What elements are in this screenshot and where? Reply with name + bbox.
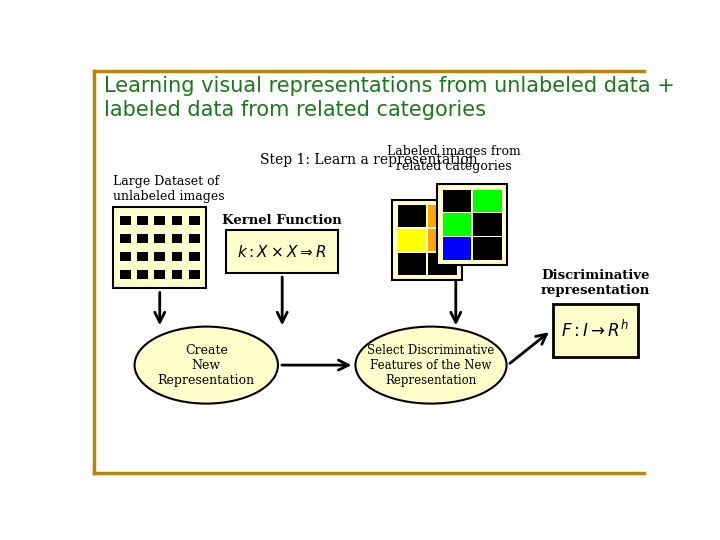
- FancyBboxPatch shape: [225, 231, 338, 273]
- Bar: [397, 229, 426, 251]
- Bar: [171, 234, 182, 244]
- Bar: [397, 253, 426, 275]
- Bar: [473, 190, 502, 212]
- Bar: [171, 270, 182, 279]
- Bar: [120, 234, 130, 244]
- Bar: [120, 216, 130, 225]
- Bar: [397, 205, 426, 227]
- Bar: [137, 216, 148, 225]
- FancyBboxPatch shape: [392, 200, 462, 280]
- FancyBboxPatch shape: [113, 207, 206, 288]
- Bar: [154, 216, 165, 225]
- Bar: [443, 237, 472, 260]
- Bar: [189, 270, 199, 279]
- Bar: [120, 270, 130, 279]
- Text: Select Discriminative
Features of the New
Representation: Select Discriminative Features of the Ne…: [367, 343, 495, 387]
- Bar: [120, 252, 130, 261]
- Bar: [171, 216, 182, 225]
- Bar: [428, 205, 456, 227]
- Ellipse shape: [135, 327, 278, 403]
- Text: Kernel Function: Kernel Function: [222, 214, 342, 227]
- Bar: [443, 190, 472, 212]
- Text: $F: I \rightarrow R^h$: $F: I \rightarrow R^h$: [561, 320, 629, 341]
- Ellipse shape: [356, 327, 507, 403]
- FancyBboxPatch shape: [437, 184, 507, 265]
- Bar: [473, 213, 502, 236]
- Bar: [137, 234, 148, 244]
- Bar: [171, 252, 182, 261]
- Text: Step 1: Learn a representation: Step 1: Learn a representation: [260, 153, 478, 167]
- Bar: [137, 270, 148, 279]
- Bar: [428, 253, 456, 275]
- Bar: [154, 270, 165, 279]
- Bar: [473, 237, 502, 260]
- FancyBboxPatch shape: [553, 303, 638, 357]
- Text: Create
New
Representation: Create New Representation: [158, 343, 255, 387]
- Text: Large Dataset of
unlabeled images: Large Dataset of unlabeled images: [113, 176, 225, 204]
- Bar: [443, 213, 472, 236]
- Bar: [189, 234, 199, 244]
- Bar: [189, 252, 199, 261]
- Text: Labeled images from
related categories: Labeled images from related categories: [387, 145, 521, 173]
- Bar: [137, 252, 148, 261]
- Text: $k: X \times X \Rightarrow R$: $k: X \times X \Rightarrow R$: [237, 244, 326, 260]
- Text: Discriminative
representation: Discriminative representation: [541, 269, 650, 298]
- Bar: [154, 252, 165, 261]
- Text: Learning visual representations from unlabeled data +
labeled data from related : Learning visual representations from unl…: [104, 76, 675, 119]
- Bar: [154, 234, 165, 244]
- Bar: [189, 216, 199, 225]
- Bar: [428, 229, 456, 251]
